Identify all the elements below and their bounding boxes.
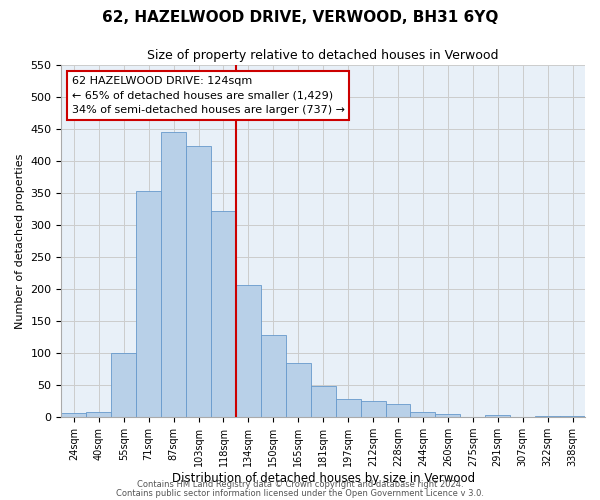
Bar xyxy=(386,404,410,417)
Text: 62, HAZELWOOD DRIVE, VERWOOD, BH31 6YQ: 62, HAZELWOOD DRIVE, VERWOOD, BH31 6YQ xyxy=(102,10,498,25)
Text: Contains HM Land Registry data © Crown copyright and database right 2024.: Contains HM Land Registry data © Crown c… xyxy=(137,480,463,489)
Text: 62 HAZELWOOD DRIVE: 124sqm
← 65% of detached houses are smaller (1,429)
34% of s: 62 HAZELWOOD DRIVE: 124sqm ← 65% of deta… xyxy=(72,76,345,115)
Bar xyxy=(211,211,236,417)
X-axis label: Distribution of detached houses by size in Verwood: Distribution of detached houses by size … xyxy=(172,472,475,485)
Bar xyxy=(311,386,335,417)
Bar xyxy=(485,416,510,417)
Bar xyxy=(136,191,161,417)
Title: Size of property relative to detached houses in Verwood: Size of property relative to detached ho… xyxy=(148,50,499,62)
Bar xyxy=(86,412,111,417)
Bar xyxy=(61,412,86,417)
Y-axis label: Number of detached properties: Number of detached properties xyxy=(15,154,25,329)
Bar xyxy=(560,416,585,417)
Bar xyxy=(335,398,361,417)
Bar xyxy=(410,412,436,417)
Text: Contains public sector information licensed under the Open Government Licence v : Contains public sector information licen… xyxy=(116,488,484,498)
Bar xyxy=(236,284,261,417)
Bar xyxy=(186,146,211,417)
Bar xyxy=(286,363,311,417)
Bar xyxy=(460,416,485,417)
Bar xyxy=(261,334,286,417)
Bar xyxy=(436,414,460,417)
Bar xyxy=(161,132,186,417)
Bar xyxy=(111,353,136,417)
Bar xyxy=(535,416,560,417)
Bar xyxy=(361,401,386,417)
